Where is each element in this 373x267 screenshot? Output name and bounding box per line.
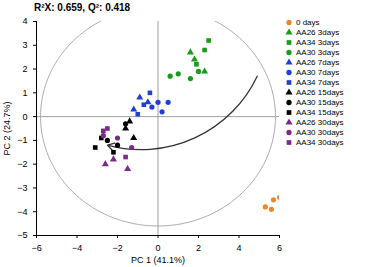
html-text:AA26 30days: AA26 30days bbox=[296, 117, 344, 127]
svg-text:−6: −6 bbox=[31, 243, 41, 253]
svg-text:PC 1 (41.1%): PC 1 (41.1%) bbox=[131, 255, 185, 265]
svg-text:2: 2 bbox=[196, 243, 201, 253]
html-text:AA34 15days: AA34 15days bbox=[296, 107, 344, 117]
svg-text:2: 2 bbox=[22, 64, 27, 74]
svg-text:−4: −4 bbox=[17, 207, 27, 217]
svg-text:6: 6 bbox=[277, 243, 282, 253]
html-text:AA30 3days: AA30 3days bbox=[296, 47, 340, 57]
html-text:AA34 7days: AA34 7days bbox=[296, 77, 340, 87]
svg-text:−5: −5 bbox=[17, 230, 27, 240]
svg-text:−1: −1 bbox=[17, 135, 27, 145]
html-text:AA26 15days: AA26 15days bbox=[296, 87, 344, 97]
html-text:AA26 3days: AA26 3days bbox=[296, 27, 340, 37]
html-text:AA30 30days: AA30 30days bbox=[296, 127, 344, 137]
svg-text:3: 3 bbox=[22, 40, 27, 50]
html-text:AA30 15days: AA30 15days bbox=[296, 97, 344, 107]
svg-text:1: 1 bbox=[22, 88, 27, 98]
html-text:R²X: 0.659, Q²: 0.418: R²X: 0.659, Q²: 0.418 bbox=[34, 2, 131, 13]
svg-text:4: 4 bbox=[22, 16, 27, 26]
html-text:0 days: 0 days bbox=[296, 17, 320, 27]
html-text:AA30 7days: AA30 7days bbox=[296, 67, 340, 77]
html-text:AA34 30days: AA34 30days bbox=[296, 137, 344, 147]
html-text:AA26 7days: AA26 7days bbox=[296, 57, 340, 67]
svg-text:0: 0 bbox=[155, 243, 160, 253]
html-text:AA34 3days: AA34 3days bbox=[296, 37, 340, 47]
svg-text:0: 0 bbox=[22, 111, 27, 121]
svg-text:4: 4 bbox=[236, 243, 241, 253]
svg-text:−3: −3 bbox=[17, 183, 27, 193]
svg-text:PC 2 (24.7%): PC 2 (24.7%) bbox=[2, 101, 12, 155]
svg-text:−4: −4 bbox=[72, 243, 82, 253]
svg-text:−2: −2 bbox=[17, 159, 27, 169]
svg-text:−2: −2 bbox=[112, 243, 122, 253]
